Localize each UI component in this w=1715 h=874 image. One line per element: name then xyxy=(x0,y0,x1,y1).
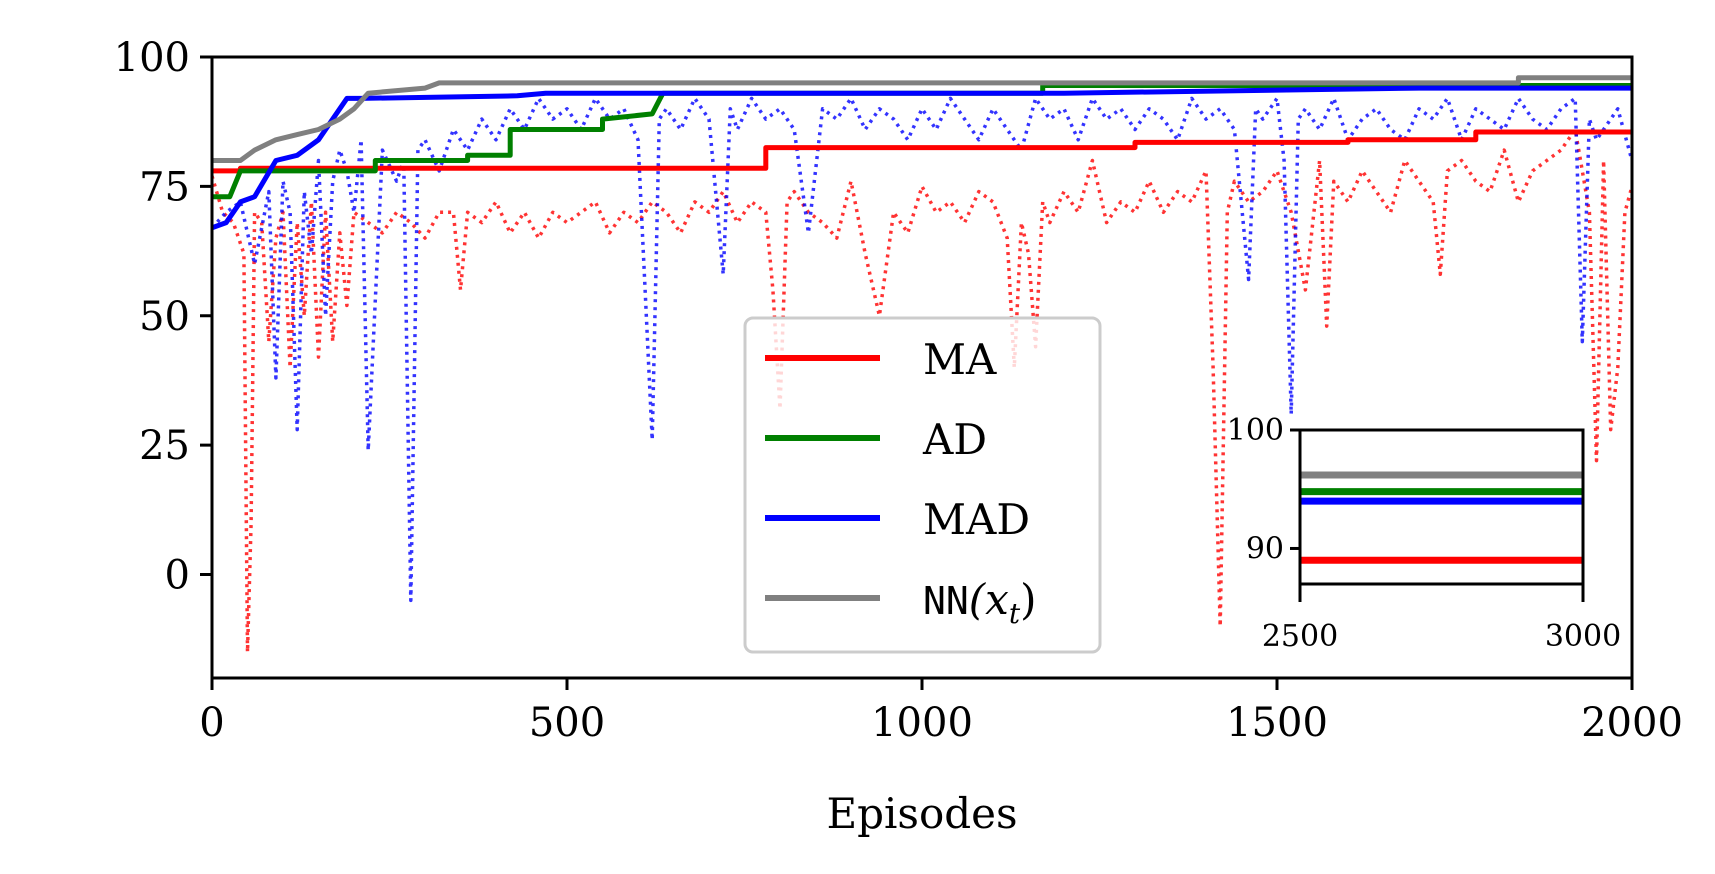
x-tick-label: 1000 xyxy=(871,700,973,746)
x-tick-label: 500 xyxy=(529,700,605,746)
inset-y-tick-label: 100 xyxy=(1227,413,1284,448)
legend-box xyxy=(743,316,1102,654)
inset-x-tick-label: 3000 xyxy=(1545,619,1621,654)
y-tick-label: 0 xyxy=(165,553,190,599)
legend-label-nn-math: (x xyxy=(969,575,1009,624)
legend: MA AD MAD NN(xt) xyxy=(743,316,1102,654)
x-tick-label: 0 xyxy=(199,700,224,746)
legend-label-ad: AD xyxy=(922,415,987,464)
legend-label-mad: MAD xyxy=(923,495,1030,544)
legend-label-nn-close: ) xyxy=(1020,575,1036,624)
series-nn-x-t xyxy=(212,75,1632,163)
legend-label-nn-code: NN xyxy=(923,579,969,623)
y-tick-label: 25 xyxy=(139,423,190,469)
legend-label-nn-sub: t xyxy=(1009,597,1021,630)
x-axis-title: Episodes xyxy=(826,789,1017,838)
series-mad xyxy=(212,85,1632,231)
series-mad-episode xyxy=(212,96,1632,603)
x-tick-label: 2000 xyxy=(1581,700,1683,746)
y-tick-label: 50 xyxy=(139,294,190,340)
inset-plot: 90 100 2500 3000 xyxy=(1227,413,1621,654)
inset-x-tick-label: 2500 xyxy=(1262,619,1338,654)
series-ma xyxy=(212,129,1632,174)
inset-y-tick-label: 90 xyxy=(1246,531,1284,566)
x-tick-label: 1500 xyxy=(1226,700,1328,746)
legend-label-nn: NN(xt) xyxy=(923,575,1037,630)
main-data-area xyxy=(212,75,1632,654)
y-tick-label: 75 xyxy=(139,164,190,210)
inset-frame xyxy=(1298,428,1585,586)
legend-label-ma: MA xyxy=(923,335,997,384)
y-tick-label: 100 xyxy=(114,35,190,81)
series-ma-episode xyxy=(212,127,1632,654)
